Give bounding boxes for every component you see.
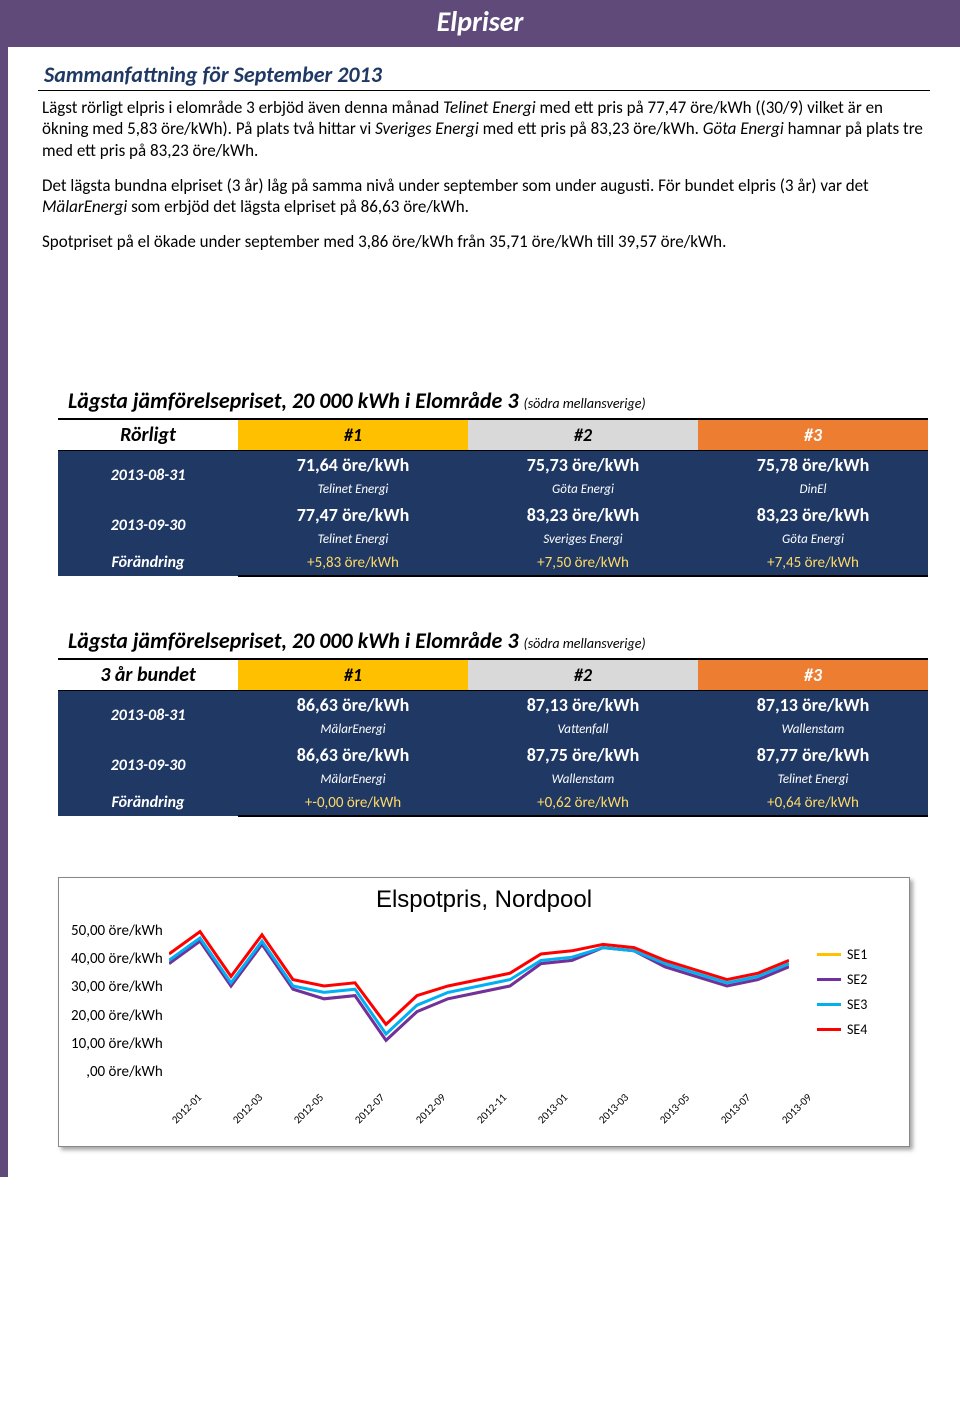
table-type-label: Rörligt xyxy=(58,419,238,451)
change-cell: +0,62 öre/kWh xyxy=(468,790,698,816)
date-label: 2013-08-31 xyxy=(58,690,238,740)
provider-cell: MälarEnergi xyxy=(238,719,468,741)
provider-cell: Göta Energi xyxy=(698,529,928,551)
legend-item: SE1 xyxy=(817,946,897,963)
date-label: 2013-09-30 xyxy=(58,740,238,790)
rorligt-table: Rörligt#1#2#32013-08-3171,64 öre/kWh75,7… xyxy=(58,418,928,577)
series-line xyxy=(169,941,789,1040)
y-tick: 30,00 öre/kWh xyxy=(71,978,163,996)
rank-header: #1 xyxy=(238,659,468,691)
chart-y-axis: 50,00 öre/kWh 40,00 öre/kWh 30,00 öre/kWh 2… xyxy=(71,922,169,1082)
change-cell: +-0,00 öre/kWh xyxy=(238,790,468,816)
change-cell: +7,50 öre/kWh xyxy=(468,550,698,576)
legend-swatch xyxy=(817,1003,841,1006)
price-cell: 87,13 öre/kWh xyxy=(468,690,698,719)
legend-item: SE3 xyxy=(817,996,897,1013)
comparison-title-1: Lägsta jämförelsepriset, 20 000 kWh i El… xyxy=(68,387,930,414)
provider-cell: Telinet Energi xyxy=(238,529,468,551)
provider-cell: Vattenfall xyxy=(468,719,698,741)
provider-cell: Wallenstam xyxy=(698,719,928,741)
summary-paragraph: Lägst rörligt elpris i elområde 3 erbjöd… xyxy=(42,97,926,161)
provider-cell: DinEl xyxy=(698,479,928,501)
provider-cell: Sveriges Energi xyxy=(468,529,698,551)
rank-header: #3 xyxy=(698,419,928,451)
series-line xyxy=(169,938,789,1034)
y-tick: 40,00 öre/kWh xyxy=(71,950,163,968)
provider-cell: Wallenstam xyxy=(468,769,698,791)
chart-plot: 2012-012012-032012-052012-072012-092012-… xyxy=(169,918,817,1128)
date-label: 2013-09-30 xyxy=(58,500,238,550)
price-cell: 83,23 öre/kWh xyxy=(698,500,928,529)
legend-swatch xyxy=(817,953,841,956)
provider-cell: Telinet Energi xyxy=(698,769,928,791)
change-cell: +5,83 öre/kWh xyxy=(238,550,468,576)
provider-cell: Göta Energi xyxy=(468,479,698,501)
legend-label: SE3 xyxy=(847,996,867,1013)
y-tick: 50,00 öre/kWh xyxy=(71,922,163,940)
legend-swatch xyxy=(817,978,841,981)
price-cell: 75,78 öre/kWh xyxy=(698,450,928,479)
provider-cell: Telinet Energi xyxy=(238,479,468,501)
change-label: Förändring xyxy=(58,550,238,576)
provider-cell: MälarEnergi xyxy=(238,769,468,791)
date-label: 2013-08-31 xyxy=(58,450,238,500)
summary-paragraph: Spotpriset på el ökade under september m… xyxy=(42,231,926,252)
chart-title: Elspotpris, Nordpool xyxy=(71,886,897,914)
legend-swatch xyxy=(817,1028,841,1031)
price-cell: 87,77 öre/kWh xyxy=(698,740,928,769)
chart-legend: SE1 SE2 SE3 SE4 xyxy=(817,918,897,1128)
y-tick: ,00 öre/kWh xyxy=(71,1063,163,1081)
y-tick: 10,00 öre/kWh xyxy=(71,1035,163,1053)
price-cell: 83,23 öre/kWh xyxy=(468,500,698,529)
price-cell: 86,63 öre/kWh xyxy=(238,690,468,719)
rank-header: #1 xyxy=(238,419,468,451)
legend-item: SE4 xyxy=(817,1021,897,1038)
legend-label: SE1 xyxy=(847,946,867,963)
summary-heading: Sammanfattning för September 2013 xyxy=(38,59,930,91)
change-label: Förändring xyxy=(58,790,238,816)
price-cell: 86,63 öre/kWh xyxy=(238,740,468,769)
comparison-title-2: Lägsta jämförelsepriset, 20 000 kWh i El… xyxy=(68,627,930,654)
legend-label: SE2 xyxy=(847,971,867,988)
table-type-label: 3 år bundet xyxy=(58,659,238,691)
price-cell: 87,13 öre/kWh xyxy=(698,690,928,719)
change-cell: +0,64 öre/kWh xyxy=(698,790,928,816)
price-cell: 87,75 öre/kWh xyxy=(468,740,698,769)
rank-header: #2 xyxy=(468,659,698,691)
summary-paragraph: Det lägsta bundna elpriset (3 år) låg på… xyxy=(42,175,926,218)
price-cell: 71,64 öre/kWh xyxy=(238,450,468,479)
price-cell: 77,47 öre/kWh xyxy=(238,500,468,529)
y-tick: 20,00 öre/kWh xyxy=(71,1007,163,1025)
price-cell: 75,73 öre/kWh xyxy=(468,450,698,479)
legend-item: SE2 xyxy=(817,971,897,988)
bundet-table: 3 år bundet#1#2#3 2013-08-3186,63 öre/kWh… xyxy=(58,658,928,817)
rank-header: #2 xyxy=(468,419,698,451)
page-title: Elpriser xyxy=(0,0,960,47)
rank-header: #3 xyxy=(698,659,928,691)
chart-x-axis: 2012-012012-032012-052012-072012-092012-… xyxy=(169,1117,789,1130)
series-line xyxy=(169,941,789,1040)
legend-label: SE4 xyxy=(847,1021,867,1038)
summary-body: Lägst rörligt elpris i elområde 3 erbjöd… xyxy=(38,97,930,253)
spot-chart: Elspotpris, Nordpool 50,00 öre/kWh 40,00 … xyxy=(58,877,910,1147)
change-cell: +7,45 öre/kWh xyxy=(698,550,928,576)
